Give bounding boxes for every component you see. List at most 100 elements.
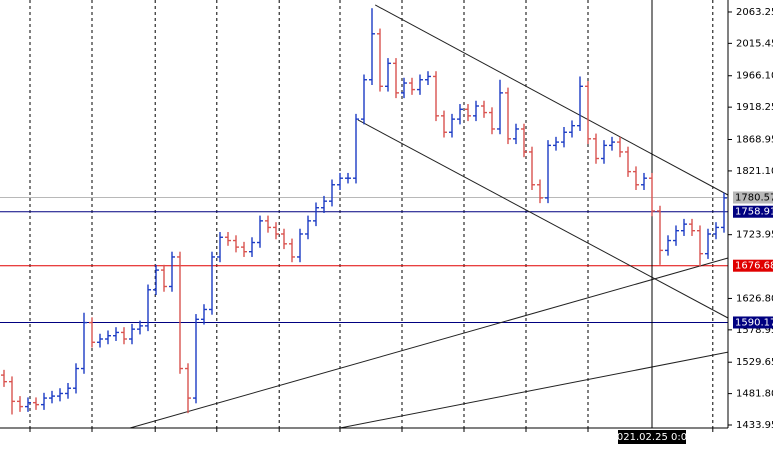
ohlc-bar [289, 238, 295, 263]
ohlc-bar [473, 100, 479, 122]
ohlc-bar [649, 172, 655, 217]
ohlc-bar [153, 264, 159, 296]
ohlc-bar [609, 136, 615, 151]
ohlc-bar [281, 228, 287, 250]
ohlc-bar [193, 314, 199, 404]
ohlc-bar [505, 87, 511, 145]
ohlc-bar [121, 327, 127, 345]
ohlc-bar [345, 172, 351, 184]
ohlc-bar [17, 396, 23, 412]
ohlc-bar [377, 28, 383, 92]
ohlc-bar [257, 215, 263, 248]
ohlc-bar [665, 235, 671, 256]
ohlc-bar [689, 218, 695, 236]
y-tick-label: 1626.80 [736, 293, 773, 304]
y-tick-label: 2063.25 [736, 7, 773, 18]
ohlc-bar [225, 232, 231, 246]
ohlc-bar [161, 264, 167, 292]
ohlc-bar [185, 363, 191, 414]
ohlc-bar [697, 225, 703, 267]
ohlc-bar [529, 146, 535, 191]
ohlc-bar [497, 79, 503, 135]
ohlc-bar [177, 251, 183, 374]
ohlc-bar [169, 251, 175, 292]
ohlc-bar [25, 397, 31, 412]
ohlc-bar [721, 192, 727, 233]
ohlc-bar [57, 388, 63, 402]
ohlc-bar [41, 392, 47, 410]
ohlc-bar [393, 58, 399, 99]
ohlc-bar [433, 71, 439, 122]
ohlc-bar [577, 76, 583, 131]
y-tick-label: 1481.80 [736, 389, 773, 400]
level-label-box [733, 191, 773, 204]
ohlc-bar [137, 320, 143, 335]
y-tick-label: 2015.45 [736, 38, 773, 49]
ohlc-bar [537, 179, 543, 204]
ohlc-bar [449, 113, 455, 138]
level-label: 1758.91 [735, 207, 773, 218]
ohlc-bar [89, 317, 95, 348]
ohlc-bar [409, 77, 415, 95]
ohlc-bar [313, 202, 319, 227]
ohlc-bar [217, 232, 223, 263]
ohlc-bar [1, 369, 7, 387]
ohlc-bar [625, 146, 631, 177]
level-label-box [733, 316, 773, 329]
y-tick-label: 1723.95 [736, 230, 773, 241]
ohlc-bar [353, 113, 359, 184]
trendline [129, 257, 729, 429]
ohlc-bar [633, 166, 639, 191]
ohlc-bar [585, 81, 591, 145]
ohlc-bar [49, 390, 55, 404]
ohlc-bar [321, 195, 327, 213]
y-tick-label: 1529.65 [736, 357, 773, 368]
ohlc-bar [441, 110, 447, 138]
ohlc-bar [705, 228, 711, 259]
ohlc-bar [305, 215, 311, 240]
y-tick-label: 1966.10 [736, 71, 773, 82]
ohlc-bar [249, 237, 255, 257]
ohlc-bar [513, 123, 519, 145]
ohlc-bar [481, 100, 487, 118]
crosshair-label-box [618, 430, 686, 444]
ohlc-bar [273, 222, 279, 240]
ohlc-bar [265, 215, 271, 233]
ohlc-bar [33, 397, 39, 410]
ohlc-bar [641, 172, 647, 191]
trendline [374, 4, 729, 196]
ohlc-bar [337, 172, 343, 191]
level-label: 1590.17 [735, 317, 773, 328]
ohlc-bar [369, 8, 375, 85]
ohlc-bar [145, 284, 151, 332]
ohlc-bar [105, 330, 111, 345]
ohlc-bar [65, 382, 71, 399]
ohlc-bar [569, 120, 575, 138]
y-tick-label: 1821.10 [736, 166, 773, 177]
trendline [357, 119, 729, 319]
axis-cover [0, 428, 773, 449]
ohlc-bar [457, 104, 463, 125]
level-label-box [733, 205, 773, 218]
y-tick-label: 1868.95 [736, 135, 773, 146]
ohlc-bar [241, 241, 247, 257]
ohlc-bar [553, 136, 559, 151]
ohlc-bar [673, 225, 679, 246]
level-label: 1780.57 [735, 193, 773, 204]
ohlc-bar [361, 74, 367, 125]
ohlc-bar [81, 312, 87, 374]
trendline [339, 351, 729, 429]
ohlc-bar [561, 127, 567, 148]
y-tick-label: 1918.25 [736, 102, 773, 113]
ohlc-bar [9, 376, 15, 415]
ohlc-bar [425, 71, 431, 85]
ohlc-bar [593, 133, 599, 164]
ohlc-bar [545, 140, 551, 204]
ohlc-bar [97, 333, 103, 348]
ohlc-bar [681, 218, 687, 236]
crosshair-label: 2021.02.25 0:00 [611, 432, 694, 443]
ohlc-bar [401, 77, 407, 99]
